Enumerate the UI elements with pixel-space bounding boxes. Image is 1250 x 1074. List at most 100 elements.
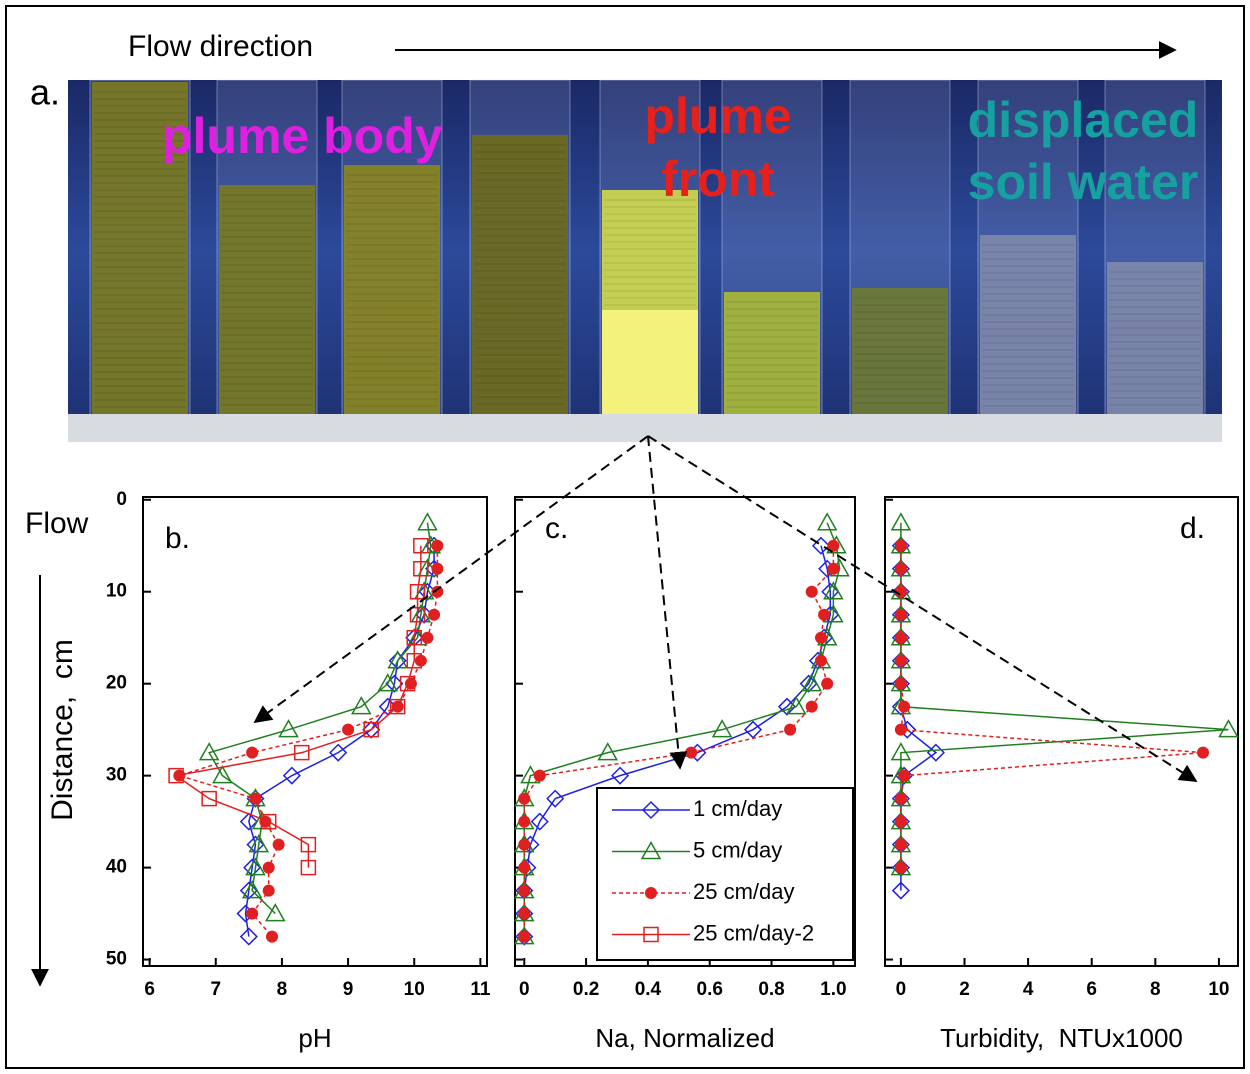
point xyxy=(421,631,434,644)
series-line xyxy=(244,545,435,937)
point xyxy=(597,742,619,761)
point xyxy=(611,766,630,785)
tube-bright xyxy=(602,310,698,414)
tube-liquid xyxy=(472,135,568,414)
y-axis-label: Distance, cm xyxy=(46,639,79,821)
point xyxy=(784,723,797,736)
point xyxy=(245,857,266,876)
point xyxy=(406,629,422,646)
y-tick-label: 50 xyxy=(106,949,127,970)
point xyxy=(805,700,818,713)
point xyxy=(894,562,907,575)
series-line xyxy=(900,545,1204,868)
x-tick-label: 9 xyxy=(343,979,354,1000)
point xyxy=(260,813,277,830)
point xyxy=(388,651,407,670)
point xyxy=(239,927,258,946)
point xyxy=(431,585,444,598)
point xyxy=(198,742,220,761)
point xyxy=(530,812,549,831)
tube-liquid xyxy=(219,185,315,414)
point xyxy=(417,512,438,531)
x-tick-label: 6 xyxy=(144,979,155,1000)
photo xyxy=(68,79,1222,442)
point xyxy=(518,884,531,897)
x-tick-label: 7 xyxy=(210,979,221,1000)
point xyxy=(890,742,912,761)
point xyxy=(342,723,355,736)
point xyxy=(1218,719,1239,738)
x-axis-label: pH xyxy=(298,1023,331,1053)
point xyxy=(300,859,317,876)
point xyxy=(827,562,840,575)
y-tick-label: 0 xyxy=(116,489,127,510)
series-line xyxy=(523,545,835,937)
x-tick-label: 8 xyxy=(1150,979,1161,1000)
panel-label: c. xyxy=(545,512,568,545)
point xyxy=(815,631,827,644)
series-line xyxy=(174,545,422,868)
x-tick-label: 10 xyxy=(1208,979,1229,1000)
point xyxy=(894,608,907,621)
point xyxy=(246,746,259,759)
x-tick-label: 0.6 xyxy=(697,979,723,1000)
point xyxy=(265,903,286,922)
point xyxy=(431,539,444,552)
x-tick-label: 11 xyxy=(470,979,491,1000)
point xyxy=(362,720,381,739)
point xyxy=(811,536,831,555)
point xyxy=(898,769,911,782)
point xyxy=(413,560,429,577)
point xyxy=(406,652,422,669)
point xyxy=(246,907,259,920)
plume-body: plume body xyxy=(162,108,443,164)
tube-liquid xyxy=(852,288,948,414)
point xyxy=(898,700,911,713)
point xyxy=(262,884,275,897)
point xyxy=(894,631,907,644)
point xyxy=(363,721,379,738)
point xyxy=(821,582,840,601)
plot-frame xyxy=(514,496,856,967)
point xyxy=(1197,746,1210,759)
y-tick-label: 10 xyxy=(106,581,127,602)
point xyxy=(246,835,265,854)
point xyxy=(241,880,263,899)
point xyxy=(894,838,907,851)
series-line xyxy=(208,522,432,915)
point xyxy=(894,585,907,598)
x-tick-label: 0.2 xyxy=(573,979,599,1000)
point xyxy=(212,765,233,784)
x-tick-label: 10 xyxy=(404,979,425,1000)
legend-label: 25 cm/day-2 xyxy=(693,920,814,945)
panel-label: b. xyxy=(165,522,190,555)
point xyxy=(546,789,565,808)
point xyxy=(801,673,823,692)
x-tick-label: 0.4 xyxy=(635,979,662,1000)
point xyxy=(641,800,661,820)
point xyxy=(413,537,429,554)
point xyxy=(785,696,807,715)
point xyxy=(533,769,546,782)
displaced-soil-water: soil water xyxy=(968,154,1199,210)
x-tick-label: 1.0 xyxy=(820,979,846,1000)
point xyxy=(518,792,531,805)
tube-liquid xyxy=(344,165,440,414)
tube-liquid xyxy=(92,82,188,414)
point xyxy=(518,861,531,874)
x-tick-label: 2 xyxy=(959,979,970,1000)
plot-frame xyxy=(142,496,488,967)
point xyxy=(351,696,372,715)
point xyxy=(645,887,657,899)
point xyxy=(239,812,258,831)
panel-label: a. xyxy=(30,72,60,113)
point xyxy=(823,581,844,600)
point xyxy=(377,673,399,692)
displaced-soil-water: displaced xyxy=(968,92,1199,148)
point xyxy=(685,746,698,759)
x-tick-label: 4 xyxy=(1023,979,1034,1000)
point xyxy=(891,881,910,900)
point xyxy=(894,723,907,736)
flow-direction: Flow direction xyxy=(128,30,313,63)
point xyxy=(894,677,907,690)
